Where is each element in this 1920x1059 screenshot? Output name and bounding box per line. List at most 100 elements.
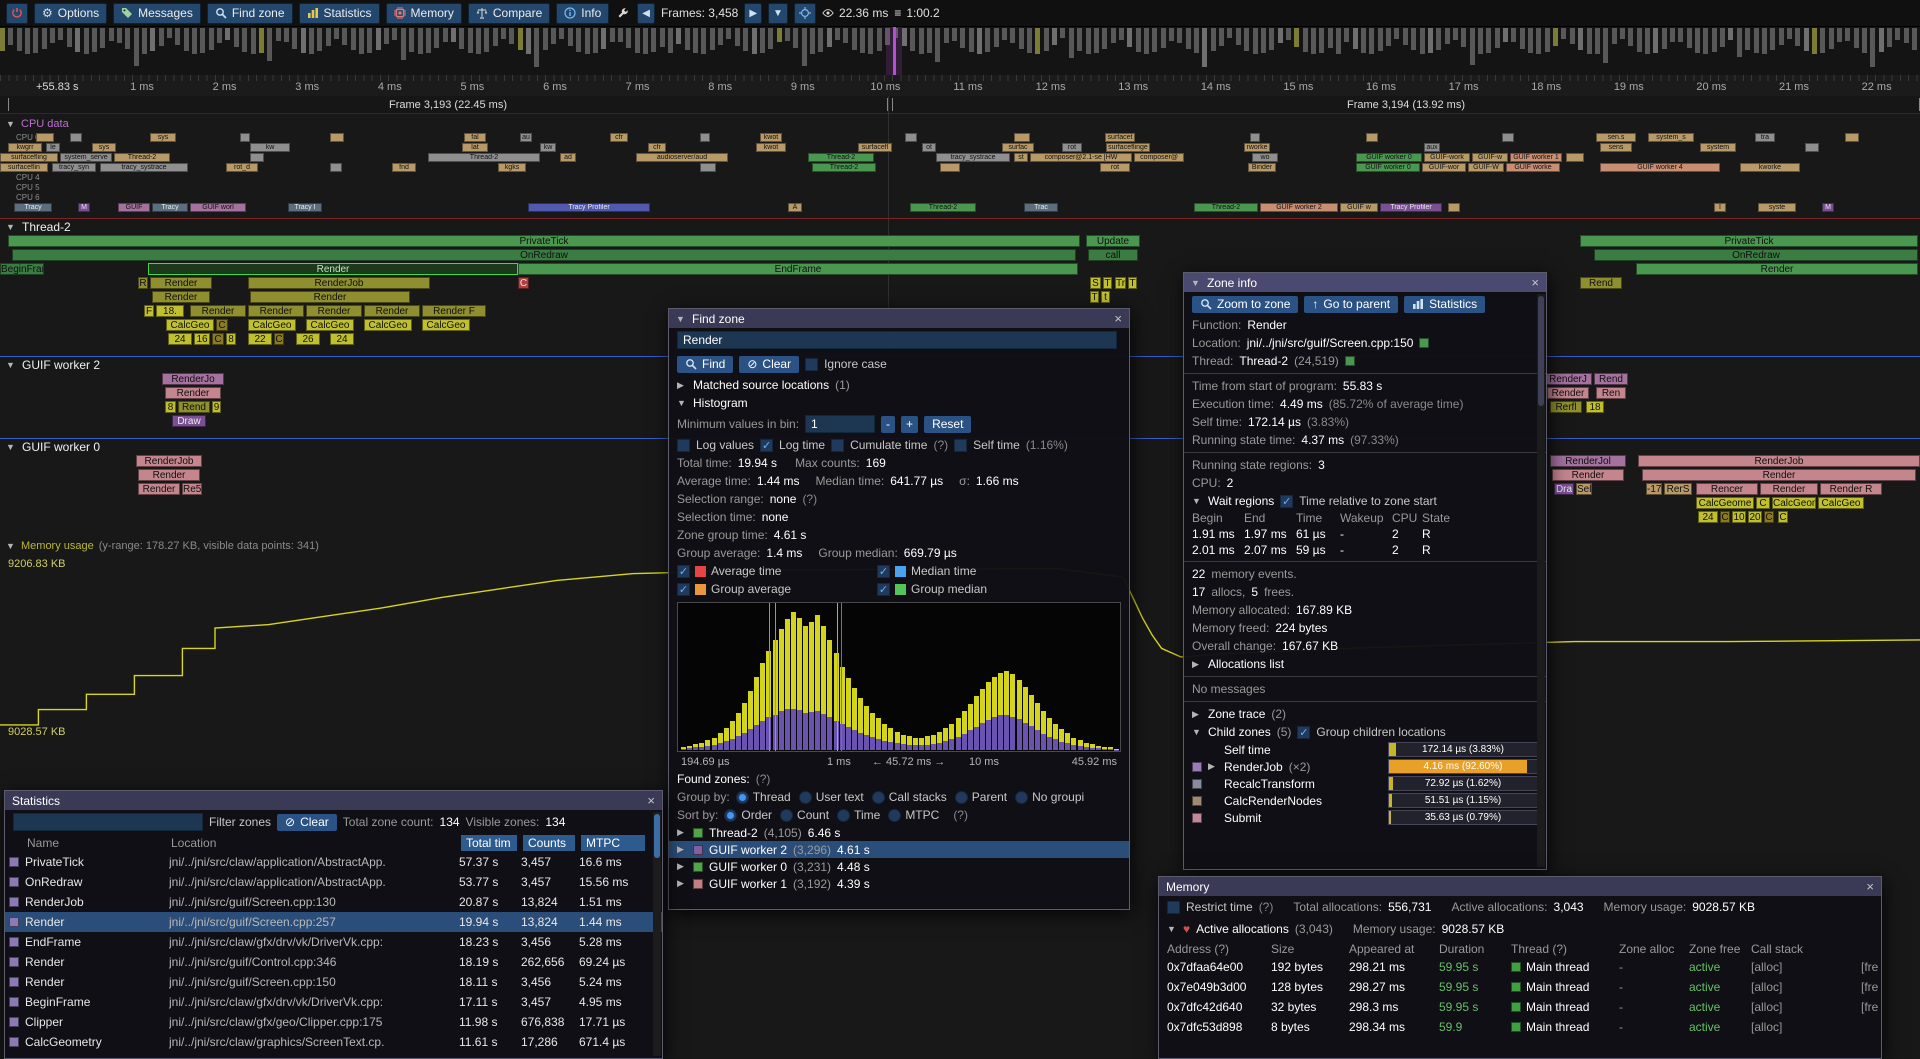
memory-button[interactable]: Memory (386, 3, 462, 24)
frame-segment[interactable]: Frame 3,193 (22.45 ms) (8, 98, 888, 111)
timeline-zone[interactable]: Render (364, 305, 420, 317)
frame-bar[interactable]: Frame 3,193 (22.45 ms) Frame 3,194 (13.9… (0, 96, 1920, 114)
sort-by-option[interactable]: Count (780, 808, 829, 822)
timeline-zone[interactable]: 24 (330, 333, 354, 345)
cpu-zone[interactable]: GUIF worker 1 (1510, 153, 1562, 162)
scrollbar-thumb[interactable] (1538, 296, 1544, 406)
active-allocations-row[interactable]: ▼ ♥ Active allocations (3,043) Memory us… (1159, 918, 1881, 940)
timeline-zone[interactable]: CalcGeo (1818, 497, 1864, 509)
cpu-zone[interactable] (700, 163, 716, 172)
alloc-col-header[interactable]: Zone free (1689, 942, 1751, 956)
cpu-zone[interactable]: tracy_systrace (936, 153, 1010, 162)
timeline-zone[interactable]: Render (1547, 387, 1589, 399)
timeline-zone[interactable]: Render (138, 469, 200, 481)
cpu-zone[interactable] (1566, 153, 1584, 162)
timeline-zone[interactable]: Re5 (182, 483, 202, 495)
scrollbar-thumb[interactable] (654, 814, 660, 858)
cpu-zone[interactable]: GUIF-work (1424, 153, 1470, 162)
timeline-zone[interactable]: T (1103, 277, 1112, 289)
cpu-zone[interactable]: Thread-2 (812, 163, 876, 172)
found-zone-group[interactable]: ▶GUIF worker 0(3,231)4.48 s (669, 858, 1129, 875)
frames-minimap[interactable] (0, 26, 1920, 76)
cpu-zone[interactable]: Thread-2 (910, 203, 976, 212)
group-by-option[interactable]: No groupi (1015, 790, 1084, 804)
timeline-zone[interactable]: Render (1636, 263, 1918, 275)
cpu-zone[interactable] (1250, 133, 1260, 142)
cpu-zone[interactable] (1014, 133, 1030, 142)
timeline-zone[interactable]: Render R (1820, 483, 1882, 495)
self-time-checkbox[interactable] (954, 439, 967, 452)
timeline-zone[interactable]: 22 (248, 333, 272, 345)
cpu-zone[interactable]: cfr (610, 133, 628, 142)
stats-col-header[interactable]: Total tim (461, 835, 517, 851)
cpu-zone[interactable] (330, 133, 344, 142)
cpu-zone[interactable]: le (46, 143, 60, 152)
compare-button[interactable]: Compare (468, 3, 550, 24)
group-by-option[interactable]: Parent (955, 790, 1007, 804)
cpu-zone[interactable]: rot (1100, 163, 1130, 172)
thread-header[interactable]: ▼Thread-2 (0, 219, 1920, 235)
found-zone-group[interactable]: ▶GUIF worker 1(3,192)4.39 s (669, 875, 1129, 892)
alloc-col-header[interactable]: Call stack (1751, 942, 1861, 956)
timeline-zone[interactable]: RenderJo (162, 373, 224, 385)
timeline-zone[interactable]: call (1088, 249, 1138, 261)
timeline-zone[interactable]: -17 (1646, 483, 1662, 495)
timeline-zone[interactable]: EndFrame (518, 263, 1078, 275)
stats-col-header[interactable]: Counts (523, 835, 575, 851)
timeline-zone[interactable]: C (1778, 511, 1788, 523)
found-zone-group[interactable]: ▶Thread-2(4,105)6.46 s (669, 824, 1129, 841)
cpu-zone[interactable]: kwot (760, 133, 782, 142)
cpu-zone[interactable]: kwot (756, 143, 786, 152)
scrollbar[interactable] (653, 812, 661, 1056)
alloc-col-header[interactable]: Size (1271, 942, 1349, 956)
cpu-zone[interactable]: rot (1062, 143, 1082, 152)
sort-by-radio[interactable] (780, 809, 793, 822)
timeline-zone[interactable]: t (1101, 291, 1110, 303)
close-icon[interactable]: × (647, 793, 655, 808)
group-by-radio[interactable] (736, 791, 749, 804)
timeline-zone[interactable]: OnRedraw (1594, 249, 1918, 261)
cpu-zone[interactable]: rot_d (226, 163, 258, 172)
cpu-zone[interactable]: kwgrr (8, 143, 42, 152)
cpu-zone[interactable]: surfaceflinge (1106, 143, 1150, 152)
cpu-zone[interactable]: kgks (498, 163, 526, 172)
timeline-zone[interactable]: Ren (1596, 387, 1626, 399)
cpu-zone[interactable]: Tracy Profiler (1380, 203, 1442, 212)
cpu-zone[interactable]: syste (1758, 203, 1796, 212)
cpu-zone[interactable]: kw (250, 143, 290, 152)
cpu-zone[interactable] (250, 153, 264, 162)
scrollbar[interactable] (1537, 294, 1545, 867)
cpu-zone[interactable]: au (520, 133, 532, 142)
reset-button[interactable]: Reset (924, 416, 971, 433)
timeline-zone[interactable]: T (1090, 291, 1099, 303)
sort-by-option[interactable]: MTPC (888, 808, 939, 822)
histogram-row[interactable]: ▼ Histogram (669, 394, 1129, 412)
alloc-col-header[interactable]: Zone alloc (1619, 942, 1689, 956)
cpu-zone[interactable]: GUIF-w (1472, 153, 1508, 162)
statistics-titlebar[interactable]: Statistics × (5, 791, 662, 810)
info-button[interactable]: Info (556, 3, 609, 24)
cpu-zone[interactable] (940, 163, 960, 172)
cpu-zone[interactable]: Thread-2 (114, 153, 170, 162)
timeline-zone[interactable]: Render (138, 483, 180, 495)
alloc-col-header[interactable]: Duration (1439, 942, 1511, 956)
timeline-zone[interactable]: Rend (1594, 373, 1628, 385)
timeline-zone[interactable]: C (212, 333, 224, 345)
cpu-zone[interactable]: surfacet (1105, 133, 1135, 142)
cpu-zone[interactable]: sys (150, 133, 176, 142)
cpu-zone[interactable]: GUIF w (1340, 203, 1378, 212)
statistics-button[interactable]: Statistics (299, 3, 380, 24)
cpu-zone[interactable] (70, 133, 82, 142)
cpu-zone[interactable]: sens (1600, 143, 1632, 152)
timeline-zone[interactable]: RenderJob (1638, 455, 1920, 467)
cpu-zone[interactable]: GUIF worker 0 (1356, 153, 1422, 162)
timeline-zone[interactable]: C (274, 333, 284, 345)
